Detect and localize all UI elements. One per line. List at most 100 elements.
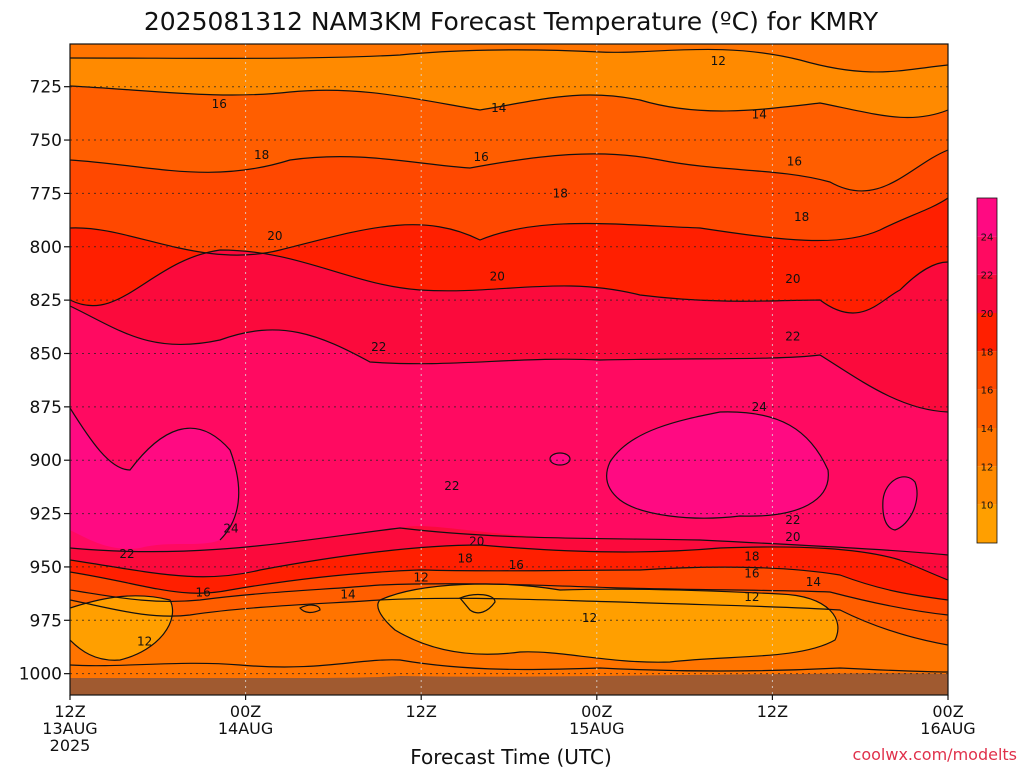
contour-line [70, 197, 948, 256]
colorbar-swatch [977, 389, 997, 428]
y-tick-label: 900 [30, 451, 62, 471]
contour-label: 20 [490, 270, 505, 284]
y-tick-label: 825 [30, 291, 62, 311]
x-tick-label: 12Z [54, 702, 85, 721]
contour-label: 20 [785, 530, 800, 544]
ground-top [70, 673, 948, 690]
x-tick-label: 2025 [50, 736, 91, 755]
contour-line [70, 544, 948, 581]
colorbar-swatch [977, 198, 997, 237]
contour-label: 14 [806, 575, 821, 589]
contour-label: 18 [744, 549, 759, 563]
contour-label: 22 [371, 340, 386, 354]
y-tick-label: 800 [30, 238, 62, 258]
contour-line [70, 305, 948, 413]
y-tick-label: 925 [30, 505, 62, 525]
y-tick-label: 1000 [19, 665, 62, 685]
contour-label: 18 [794, 210, 809, 224]
x-tick-label: 13AUG [42, 719, 97, 738]
contour-line [377, 583, 839, 663]
y-tick-label: 750 [30, 131, 62, 151]
contour-label: 12 [137, 635, 152, 649]
contour-label: 22 [444, 479, 459, 493]
contour-label: 20 [469, 534, 484, 548]
contour-label: 16 [787, 154, 802, 168]
grid [70, 44, 948, 695]
contour-line [549, 452, 571, 466]
colorbar-label: 24 [981, 232, 994, 243]
band-24-26-mid [606, 411, 829, 519]
contour-line [882, 476, 918, 531]
colorbar-swatch [977, 428, 997, 467]
colorbar-label: 10 [981, 501, 994, 512]
colorbar-swatch [977, 313, 997, 352]
colorbar-label: 18 [981, 347, 994, 358]
chart-title: 2025081312 NAM3KM Forecast Temperature (… [144, 7, 879, 36]
contour-label: 16 [474, 150, 489, 164]
y-tick-label: 725 [30, 78, 62, 98]
contour-line [70, 527, 948, 556]
contour-label: 20 [785, 272, 800, 286]
band-12-14 [70, 44, 948, 72]
plot-frame [69, 43, 949, 696]
contour-label: 22 [119, 547, 134, 561]
contour-line [70, 149, 948, 192]
band-24-26-dot [550, 453, 570, 465]
colorbar-swatch [977, 351, 997, 390]
colorbar-swatch [977, 236, 997, 275]
colorbar-frame [976, 197, 998, 544]
x-tick-label: 16AUG [920, 719, 975, 738]
x-tick-label: 00Z [581, 702, 612, 721]
x-tick-label: 00Z [932, 702, 963, 721]
y-axis: 725 750 775 800 825 850 875 900 925 950 975 1000 [19, 78, 70, 685]
y-tick-label: 975 [30, 611, 62, 631]
contour-lines [70, 48, 948, 673]
contour-label: 12 [711, 54, 726, 68]
colorbar-swatch [977, 466, 997, 505]
contour-line [70, 48, 948, 73]
contour-line [299, 604, 321, 614]
contour-label: 24 [752, 400, 767, 414]
contour-line [70, 85, 948, 119]
colorbar-label: 12 [981, 462, 994, 473]
colorbar-label: 22 [981, 271, 994, 282]
contour-label: 22 [785, 329, 800, 343]
contour-label: 14 [752, 107, 767, 121]
contour-line [70, 566, 948, 601]
contour-line [459, 593, 496, 614]
contour-label: 14 [491, 101, 506, 115]
contour-label: 12 [414, 571, 429, 585]
x-tick-label: 12Z [757, 702, 788, 721]
colorbar-label: 20 [981, 309, 994, 320]
contour-label: 22 [785, 513, 800, 527]
contour-label: 12 [744, 590, 759, 604]
band-24-26-right [882, 476, 918, 530]
y-tick-label: 775 [30, 184, 62, 204]
x-tick-label: 00Z [230, 702, 261, 721]
colorbar-swatch [977, 274, 997, 313]
y-tick-label: 950 [30, 558, 62, 578]
contour-line [70, 659, 948, 673]
colorbar: 10 12 14 16 18 20 22 24 [976, 197, 998, 544]
contour-label: 16 [212, 97, 227, 111]
contour-label: 16 [744, 566, 759, 580]
credit-text: coolwx.com/modelts [853, 745, 1017, 764]
contour-label: 14 [340, 588, 355, 602]
contour-line [70, 597, 948, 646]
x-tick-label: 14AUG [218, 719, 273, 738]
contour-label: 18 [553, 186, 568, 200]
contour-label: 18 [457, 551, 472, 565]
x-tick-label: 12Z [406, 702, 437, 721]
band-10-12-a [70, 595, 173, 661]
contour-label: 12 [582, 611, 597, 625]
plot-area: 12 16 14 14 18 16 16 18 18 20 20 20 22 22 24 22 24 22 20 20… [70, 44, 948, 695]
y-tick-label: 850 [30, 344, 62, 364]
contour-line [605, 411, 829, 519]
contour-line [70, 595, 174, 661]
contour-line [70, 407, 240, 541]
y-tick-label: 875 [30, 398, 62, 418]
colorbar-label: 14 [981, 424, 994, 435]
colorbar-label: 16 [981, 386, 994, 397]
